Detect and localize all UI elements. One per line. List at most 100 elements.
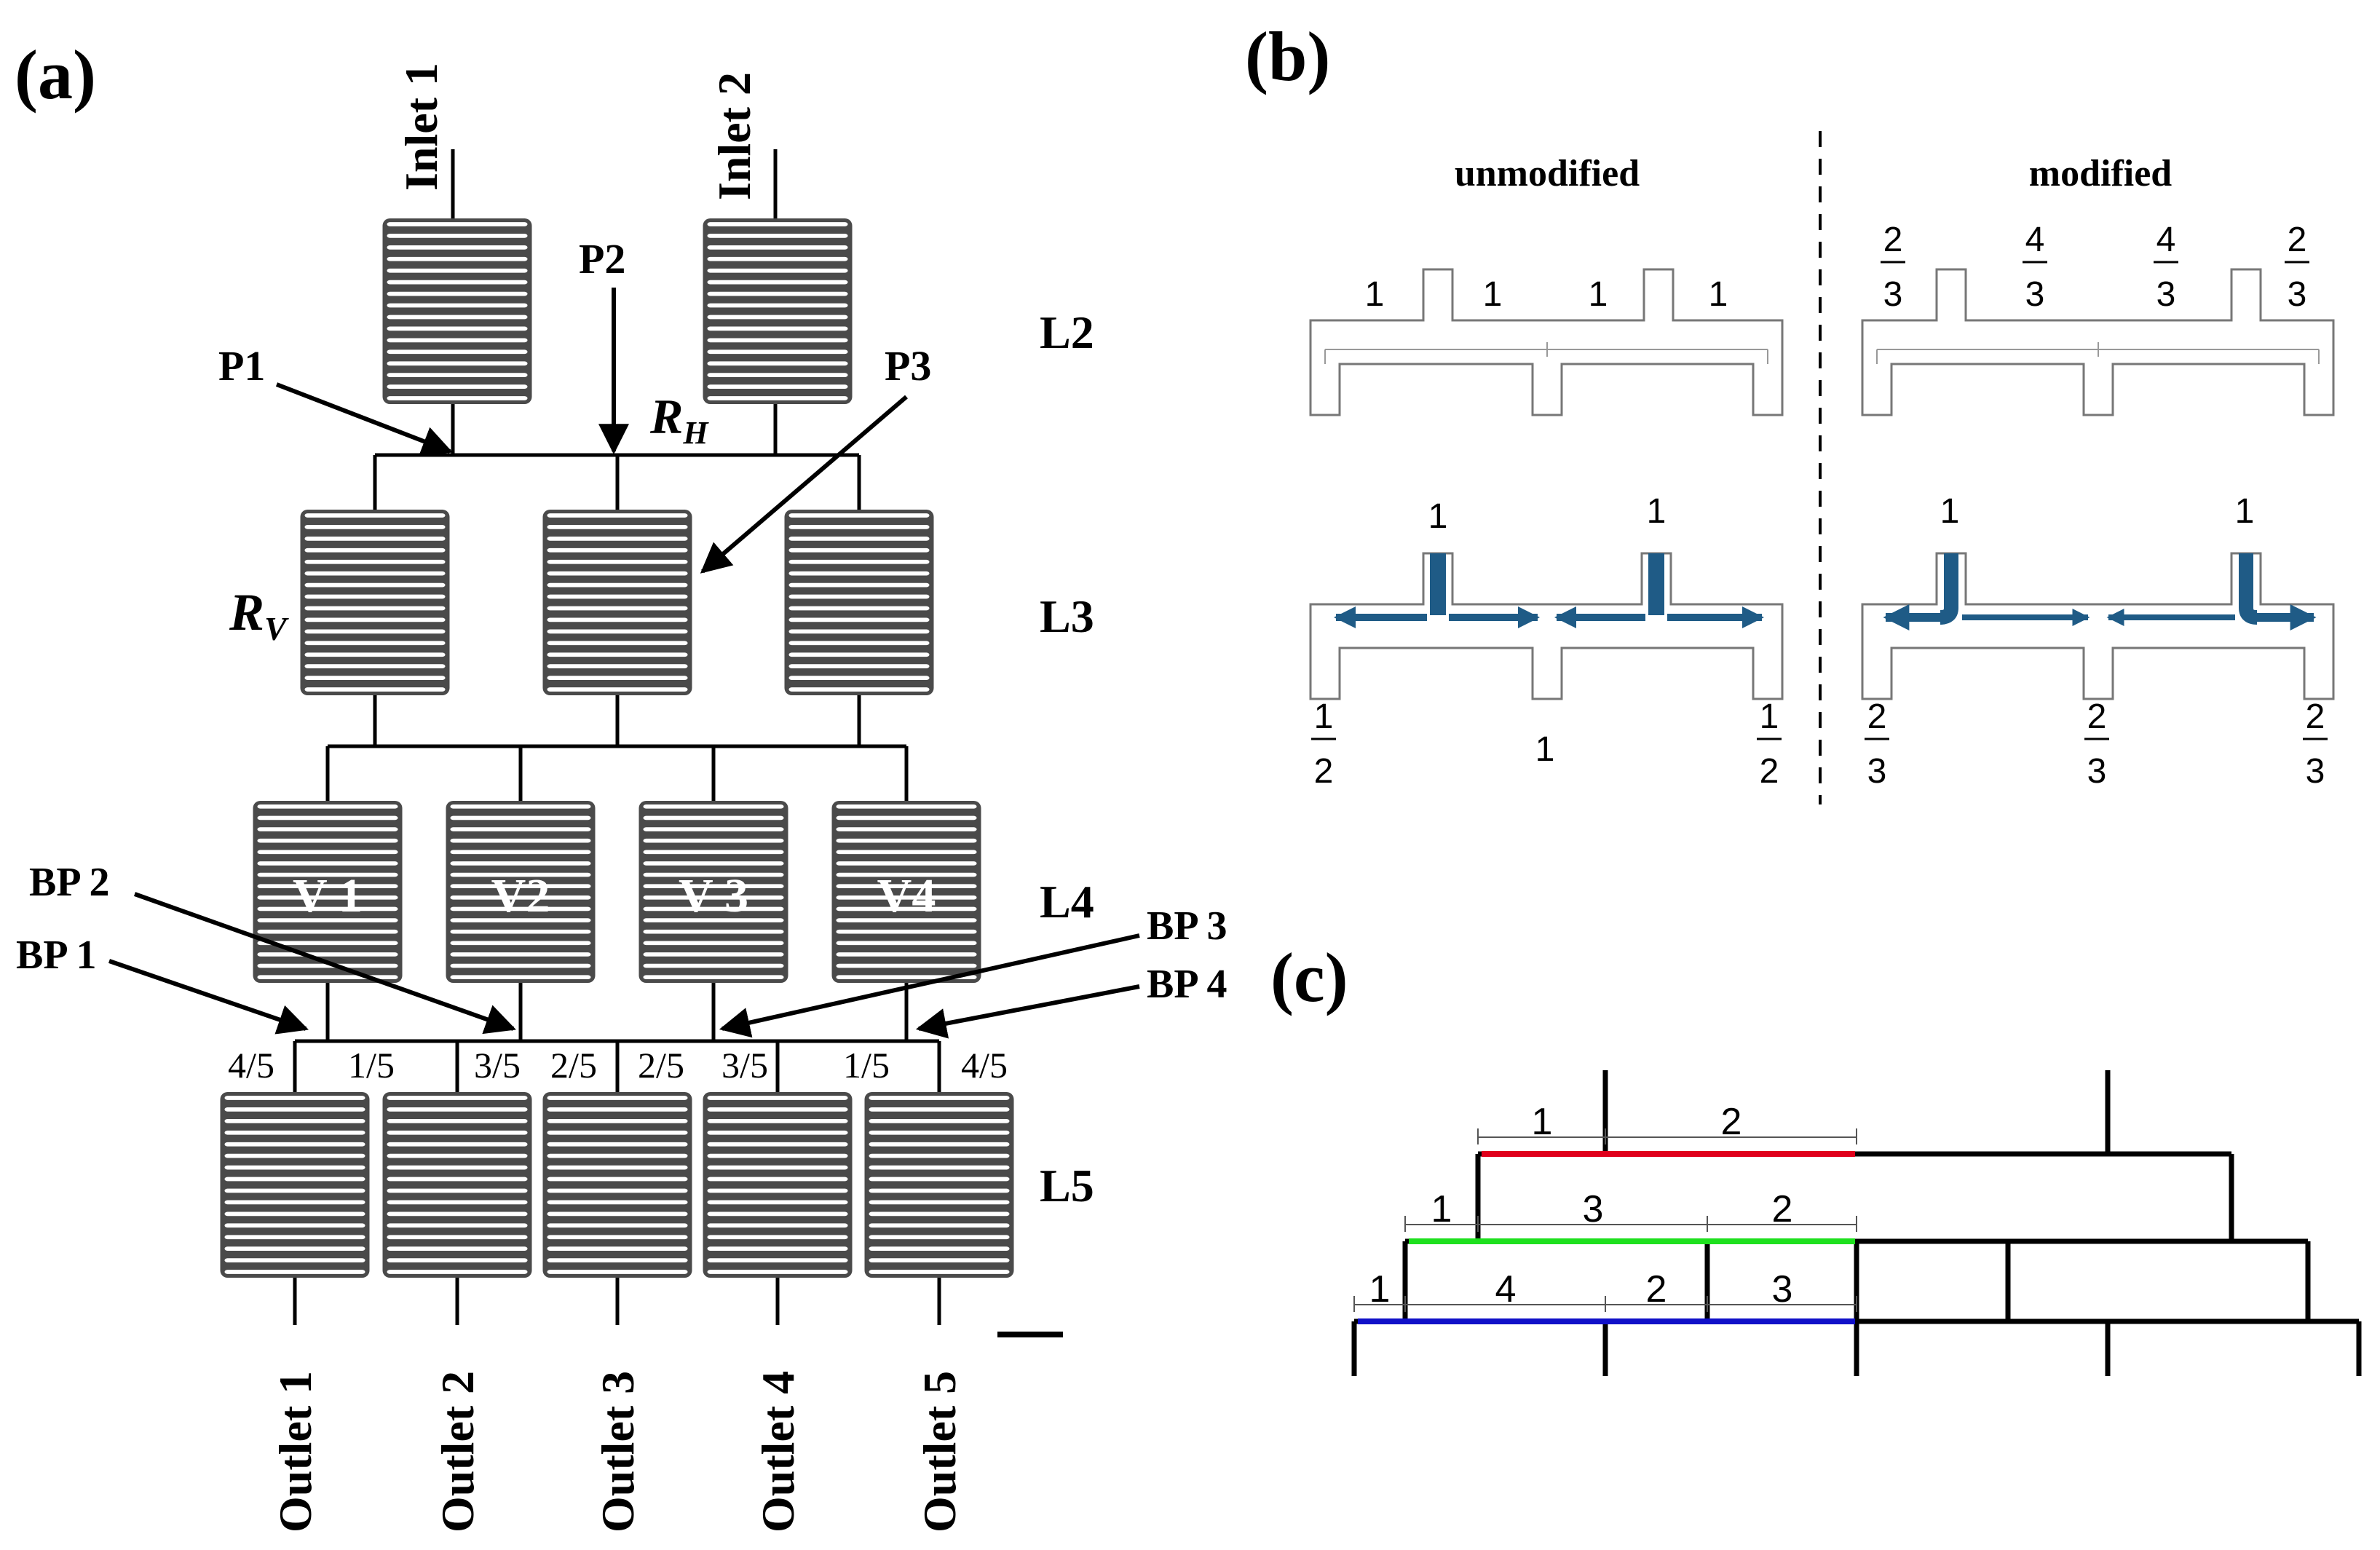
p1-label: P1 [218,342,265,390]
serpentine-block [703,218,853,404]
unmod-bottom-fraction: 1 2 [1757,697,1782,791]
p2-label: P2 [579,235,625,282]
serpentine-block [542,1092,692,1278]
unmod-bottom-fraction: 1 2 [1311,697,1336,791]
svg-text:2: 2 [2087,697,2107,736]
svg-text:1: 1 [1314,697,1334,736]
svg-text:3: 3 [2087,752,2107,791]
green-segment-label: 3 [1583,1188,1604,1230]
modified-bottom-channel [1861,552,2335,700]
mod-flow-inlet [1940,553,1958,625]
blue-segment-label: 4 [1495,1268,1517,1310]
level-l2-label: L2 [1040,307,1094,358]
valve-1-label: V 1 [293,869,363,922]
serpentine-block [784,510,934,695]
unmod-inner-line [1324,342,1768,364]
rh-label: RH [649,389,709,451]
serpentine-channels [220,218,1014,1278]
fraction-label: 2/5 [550,1045,597,1086]
svg-text:2: 2 [2288,221,2307,259]
fraction-label: 2/5 [638,1045,684,1086]
green-segment-label: 2 [1772,1188,1793,1230]
serpentine-block [382,1092,532,1278]
p3-arrow [700,395,908,574]
mod-bottom-fraction: 2 3 [1865,697,1889,791]
dimension-brackets [1353,1128,1857,1312]
unmod-top-label: 1 [1483,275,1503,314]
fraction-label: 4/5 [228,1045,274,1086]
bp4-arrow [915,984,1140,1039]
svg-text:3: 3 [2306,752,2325,791]
unmod-top-label: 1 [1709,275,1728,314]
serpentine-block [300,510,450,695]
red-segment-label: 2 [1721,1101,1742,1143]
fraction-label: 3/5 [721,1045,768,1086]
svg-text:2: 2 [1883,221,1903,259]
outlet-1-label: Outlet 1 [269,1371,321,1533]
svg-text:3: 3 [1883,275,1903,314]
level-l3-label: L3 [1040,590,1094,642]
serpentine-block [382,218,532,404]
serpentine-block [220,1092,370,1278]
unmod-inlet-label: 1 [1647,492,1667,531]
fraction-label: 3/5 [474,1045,521,1086]
outlet-4-label: Outlet 4 [752,1371,804,1533]
red-segment-label: 1 [1532,1101,1553,1143]
blue-segment-label: 2 [1646,1268,1667,1310]
mod-inlet-label: 1 [1940,492,1960,531]
mod-inlet-label: 1 [2235,492,2255,531]
svg-text:3: 3 [2025,275,2045,314]
serpentine-block [864,1092,1014,1278]
svg-text:1: 1 [1760,697,1779,736]
mod-top-fraction: 4 3 [2154,221,2178,314]
unmodified-header: unmodified [1455,153,1640,194]
unmod-bottom-center: 1 [1535,730,1555,769]
panel-a: (a) Inlet 1 Inlet 2 P1 [15,36,1227,1533]
green-segment-label: 1 [1431,1188,1452,1230]
level-l4-label: L4 [1040,876,1094,928]
serpentine-block [542,510,692,695]
serpentine-block [639,801,788,983]
modified-top-channel [1861,268,2335,416]
serpentine-block [831,801,981,983]
fraction-label: 4/5 [961,1045,1008,1086]
bp3-arrow [719,933,1140,1038]
svg-text:4: 4 [2156,221,2176,259]
panel-a-label: (a) [15,36,96,114]
serpentine-block [446,801,596,983]
mod-top-fraction: 2 3 [2285,221,2309,314]
p1-arrow [275,382,453,456]
valve-2-label: V2 [491,869,550,922]
rv-label: RV [229,583,289,647]
bp2-label: BP 2 [29,860,109,905]
bp1-label: BP 1 [16,933,96,978]
svg-text:2: 2 [2306,697,2325,736]
valve-3-label: V 3 [679,869,748,922]
mod-bottom-fraction: 2 3 [2303,697,2328,791]
panel-b-label: (b) [1245,17,1330,95]
mod-inner-line [1876,342,2320,364]
unmod-top-label: 1 [1365,275,1385,314]
svg-text:2: 2 [1867,697,1887,736]
serpentine-block [703,1092,853,1278]
svg-text:3: 3 [2156,275,2176,314]
fraction-label: 1/5 [348,1045,395,1086]
fraction-label: 1/5 [843,1045,890,1086]
mod-top-fraction: 2 3 [1881,221,1905,314]
valve-4-label: V4 [877,869,936,922]
level-l5-label: L5 [1040,1160,1094,1211]
mod-bottom-fraction: 2 3 [2084,697,2109,791]
svg-text:2: 2 [1760,752,1779,791]
svg-text:4: 4 [2025,221,2045,259]
unmod-inlet-label: 1 [1428,497,1448,536]
mod-top-fraction: 4 3 [2023,221,2047,314]
unmodified-top-channel [1309,268,1784,416]
p3-label: P3 [885,342,931,390]
serpentine-block [253,801,403,983]
svg-text:2: 2 [1314,752,1334,791]
outlet-3-label: Outlet 3 [592,1371,644,1533]
unmod-top-label: 1 [1589,275,1608,314]
bp3-label: BP 3 [1147,903,1227,949]
blue-segment-label: 1 [1369,1268,1391,1310]
